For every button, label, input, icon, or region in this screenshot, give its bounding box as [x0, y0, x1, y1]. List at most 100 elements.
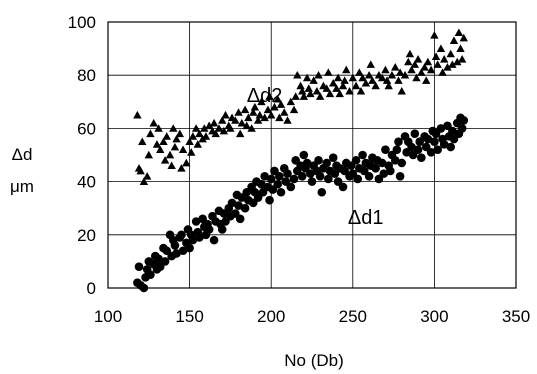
- triangle-point: [368, 76, 377, 84]
- triangle-point: [265, 92, 274, 100]
- circle-point: [195, 233, 204, 242]
- triangle-point: [235, 129, 245, 138]
- circle-point: [433, 145, 442, 154]
- triangle-point: [420, 63, 429, 71]
- triangle-point: [358, 73, 367, 82]
- circle-point: [457, 124, 467, 133]
- circle-point: [317, 187, 327, 197]
- circle-point: [299, 150, 309, 160]
- y-tick-label: 60: [77, 119, 96, 138]
- triangle-point: [255, 110, 264, 119]
- triangle-point: [348, 73, 357, 82]
- circle-point: [448, 126, 457, 136]
- circle-point: [379, 169, 389, 178]
- triangle-point: [286, 97, 295, 106]
- circle-point: [234, 201, 243, 210]
- triangle-point: [448, 60, 457, 68]
- triangle-point: [355, 68, 364, 76]
- y-tick-label: 80: [77, 66, 96, 85]
- circle-point: [191, 217, 201, 226]
- triangle-point: [304, 84, 313, 92]
- circle-point: [430, 137, 439, 146]
- triangle-point: [302, 73, 312, 82]
- triangle-point: [400, 71, 410, 79]
- triangle-point: [309, 76, 318, 84]
- x-tick-label: 200: [257, 307, 285, 326]
- triangle-point: [345, 86, 354, 95]
- triangle-point: [291, 92, 300, 100]
- circle-point: [395, 171, 405, 181]
- triangle-point: [242, 121, 251, 130]
- circle-point: [446, 142, 456, 152]
- circle-point: [204, 225, 214, 234]
- triangle-point: [377, 73, 387, 82]
- triangle-point: [193, 140, 202, 148]
- circle-point: [364, 171, 374, 181]
- circle-point: [324, 174, 333, 184]
- circle-point: [410, 129, 420, 139]
- circle-point: [377, 158, 387, 168]
- triangle-point: [146, 129, 155, 138]
- triangle-point: [395, 68, 405, 76]
- circle-point: [381, 145, 390, 154]
- triangle-point: [356, 86, 366, 95]
- triangle-point: [394, 76, 403, 84]
- triangle-point: [391, 63, 400, 71]
- triangle-point: [177, 164, 186, 172]
- triangle-point: [187, 148, 196, 156]
- y-tick-label: 0: [87, 279, 96, 298]
- triangle-point: [340, 76, 349, 84]
- triangle-point: [446, 49, 455, 58]
- triangle-point: [423, 57, 433, 66]
- circle-point: [235, 214, 245, 224]
- triangle-point: [324, 68, 333, 76]
- circle-point: [397, 158, 407, 168]
- triangle-point: [253, 116, 263, 124]
- circle-point: [172, 249, 181, 258]
- y-tick-label: 20: [77, 226, 96, 245]
- circle-point: [275, 171, 284, 181]
- triangle-point: [244, 113, 253, 122]
- circle-point: [146, 270, 155, 280]
- triangle-series: [133, 28, 468, 185]
- triangle-point: [333, 73, 343, 82]
- plot-frame: [107, 21, 517, 289]
- triangle-point: [296, 81, 305, 90]
- circle-point: [322, 158, 331, 168]
- circle-point: [353, 174, 362, 184]
- triangle-point: [417, 68, 426, 76]
- circle-point: [170, 241, 180, 250]
- tick-labels: 100 150 200 250 300 350 0 20 40 60 80 100: [68, 13, 531, 326]
- triangle-point: [156, 145, 165, 154]
- triangle-point: [322, 84, 331, 92]
- triangle-point: [237, 118, 247, 127]
- triangle-point: [351, 81, 361, 90]
- circle-point: [289, 174, 299, 184]
- circle-point: [178, 246, 188, 256]
- circle-point: [260, 171, 269, 181]
- circle-point: [439, 140, 449, 149]
- circle-point: [160, 257, 170, 266]
- triangle-point: [412, 73, 421, 82]
- triangle-point: [214, 124, 224, 132]
- triangle-point: [404, 57, 413, 66]
- triangle-point: [263, 105, 273, 114]
- circle-point: [240, 203, 250, 213]
- triangle-point: [273, 94, 282, 103]
- circle-point: [257, 179, 266, 189]
- circle-point: [371, 164, 380, 173]
- circle-point: [390, 156, 400, 165]
- triangle-point: [306, 89, 315, 98]
- triangle-point: [332, 84, 341, 92]
- triangle-point: [397, 86, 406, 95]
- triangle-point: [191, 124, 201, 132]
- triangle-point: [382, 76, 392, 84]
- triangle-point: [439, 55, 449, 63]
- x-axis-label: No (Db): [284, 351, 344, 370]
- triangle-point: [443, 63, 452, 71]
- circle-point: [328, 153, 338, 162]
- triangle-point: [312, 86, 322, 95]
- triangle-point: [436, 44, 446, 52]
- triangle-point: [204, 121, 214, 130]
- circle-point: [423, 134, 433, 144]
